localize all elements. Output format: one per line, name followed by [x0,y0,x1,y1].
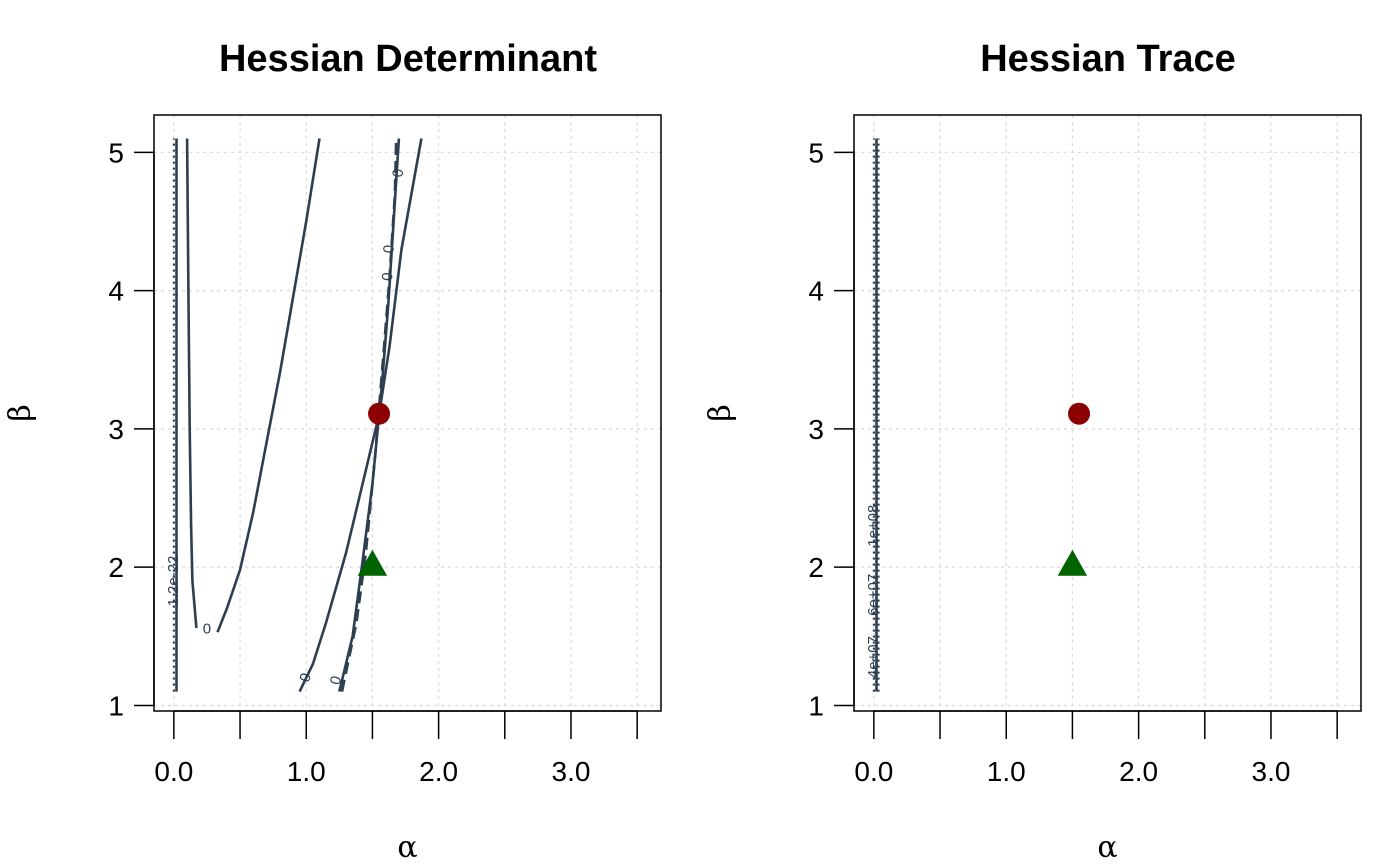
y-tick-label: 4 [108,276,124,307]
x-axis-label: α [397,830,417,865]
x-axis: 0.0 1.0 2.0 3.0 [854,710,1338,787]
x-tick-label: 3.0 [1252,756,1291,787]
contour-line [216,138,321,633]
x-axis: 0.0 1.0 2.0 3.0 [154,710,638,787]
y-tick-label: 1 [108,690,124,721]
estimate-point [1068,402,1091,425]
y-tick-label: 5 [108,137,124,168]
grid [154,115,661,711]
contour-label: 0 [203,620,211,637]
plot-frame [853,114,1362,712]
grid [854,115,1361,711]
estimate-point [368,402,391,425]
x-tick-label: 2.0 [419,756,458,787]
y-axis-label: β [703,404,738,421]
x-axis-label: α [1097,830,1117,865]
x-tick-label: 0.0 [854,756,893,787]
y-axis: 1 2 3 4 5 [108,137,155,721]
contour-label: 1.2e-22 [165,556,182,607]
contour-label: 0 [380,244,398,254]
y-tick-label: 5 [808,137,824,168]
contour-label: 6e+07 [865,574,882,616]
y-axis: 1 2 3 4 5 [808,137,855,721]
plot-frame [153,114,662,712]
x-tick-label: 3.0 [552,756,591,787]
y-tick-label: 3 [808,414,824,445]
true-value-point [357,549,388,576]
y-tick-label: 2 [108,552,124,583]
contour-label: 1e+08 [865,505,882,547]
x-tick-label: 1.0 [287,756,326,787]
chart-title: Hessian Determinant [219,38,597,80]
contour-label: 0 [379,272,397,282]
x-tick-label: 1.0 [987,756,1026,787]
contour-line [185,138,198,629]
y-tick-label: 3 [108,414,124,445]
x-tick-label: 0.0 [154,756,193,787]
y-axis-label: β [3,404,38,421]
y-tick-label: 2 [808,552,824,583]
contour-label: 0 [390,168,408,178]
contour-label: 0 [296,671,315,685]
x-tick-label: 2.0 [1119,756,1158,787]
contour-line [340,138,398,692]
contour-line [298,138,423,693]
contour-label: 4e+07 [865,636,882,678]
panel-hessian-trace: Hessian Trace 4e+07 6e+07 1e+08 0.0 1.0 2.0 3.0… [703,38,1362,865]
y-tick-label: 1 [808,690,824,721]
chart-title: Hessian Trace [980,38,1236,80]
y-tick-label: 4 [808,276,824,307]
true-value-point [1057,549,1088,576]
